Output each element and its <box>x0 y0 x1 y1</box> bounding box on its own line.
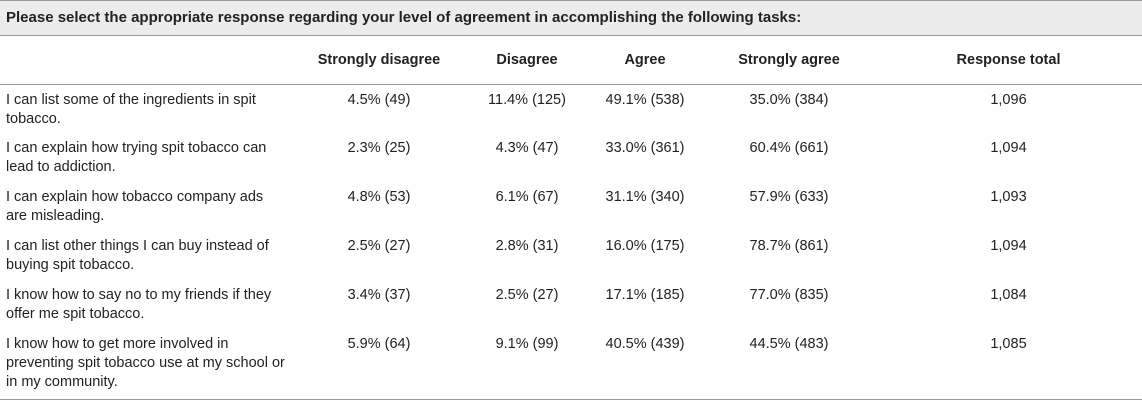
cell-strongly-agree: 78.7% (861) <box>749 238 829 254</box>
cell-response-total: 1,094 <box>990 140 1027 156</box>
task-label: I can list other things I can buy instea… <box>6 238 269 273</box>
cell-agree: 31.1% (340) <box>605 189 685 205</box>
header-row: Strongly disagree Disagree Agree Strongl… <box>0 36 1142 85</box>
cell-strongly-disagree: 2.5% (27) <box>347 238 411 254</box>
cell-strongly-disagree: 4.5% (49) <box>347 91 411 108</box>
cell-agree: 17.1% (185) <box>605 287 685 303</box>
cell-disagree: 2.5% (27) <box>495 287 559 303</box>
cell-strongly-disagree: 4.8% (53) <box>347 189 411 205</box>
table-row: I can list other things I can buy instea… <box>0 231 1142 280</box>
cell-strongly-agree: 60.4% (661) <box>749 140 829 156</box>
header-agree: Agree <box>587 36 703 85</box>
table-row: I know how to say no to my friends if th… <box>0 280 1142 329</box>
cell-disagree: 11.4% (125) <box>488 91 566 108</box>
header-task <box>0 36 291 85</box>
cell-disagree: 9.1% (99) <box>467 329 587 400</box>
task-label: I can list some of the ingredients in sp… <box>6 91 256 127</box>
cell-agree: 49.1% (538) <box>605 91 685 108</box>
task-label: I know how to say no to my friends if th… <box>6 287 272 322</box>
cell-response-total: 1,085 <box>875 329 1142 400</box>
cell-strongly-agree: 35.0% (384) <box>749 91 829 108</box>
cell-agree: 40.5% (439) <box>587 329 703 400</box>
cell-strongly-disagree: 3.4% (37) <box>347 287 411 303</box>
cell-strongly-agree: 57.9% (633) <box>749 189 829 205</box>
header-strongly-disagree: Strongly disagree <box>291 36 467 85</box>
cell-disagree: 6.1% (67) <box>495 189 559 205</box>
cell-disagree: 2.8% (31) <box>495 238 559 254</box>
cell-strongly-disagree: 2.3% (25) <box>347 140 411 156</box>
table-row: I can explain how tobacco company ads ar… <box>0 182 1142 231</box>
cell-agree: 16.0% (175) <box>605 238 685 254</box>
header-disagree: Disagree <box>467 36 587 85</box>
cell-strongly-agree: 77.0% (835) <box>749 287 829 303</box>
cell-strongly-agree: 44.5% (483) <box>703 329 875 400</box>
cell-disagree: 4.3% (47) <box>495 140 559 156</box>
table-row: I know how to get more involved in preve… <box>0 329 1142 400</box>
table-row: I can explain how trying spit tobacco ca… <box>0 133 1142 182</box>
task-label: I can explain how tobacco company ads ar… <box>6 189 264 224</box>
table-title-bar: Please select the appropriate response r… <box>0 0 1142 36</box>
task-label: I know how to get more involved in preve… <box>0 329 291 400</box>
cell-agree: 33.0% (361) <box>605 140 685 156</box>
cell-response-total: 1,094 <box>990 238 1027 254</box>
cell-response-total: 1,084 <box>990 287 1027 303</box>
cell-response-total: 1,096 <box>990 91 1027 108</box>
table-title: Please select the appropriate response r… <box>6 9 802 26</box>
agreement-table: Strongly disagree Disagree Agree Strongl… <box>0 36 1142 400</box>
task-label: I can explain how trying spit tobacco ca… <box>6 140 267 175</box>
cell-strongly-disagree: 5.9% (64) <box>291 329 467 400</box>
cell-response-total: 1,093 <box>990 189 1027 205</box>
header-response-total: Response total <box>875 36 1142 85</box>
header-strongly-agree: Strongly agree <box>703 36 875 85</box>
table-row: I can list some of the ingredients in sp… <box>0 84 1142 133</box>
